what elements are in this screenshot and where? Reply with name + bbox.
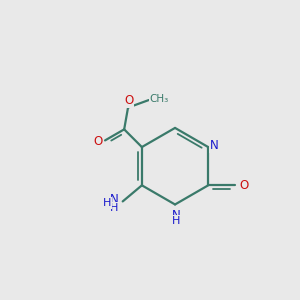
Text: O: O	[239, 179, 248, 192]
Text: O: O	[93, 135, 102, 148]
Text: H: H	[172, 216, 181, 226]
Text: N: N	[110, 194, 119, 206]
Text: N: N	[210, 139, 219, 152]
Text: O: O	[124, 94, 134, 107]
Text: H: H	[110, 203, 118, 213]
Text: H: H	[103, 198, 111, 208]
Text: N: N	[172, 209, 181, 222]
Text: CH₃: CH₃	[149, 94, 169, 104]
